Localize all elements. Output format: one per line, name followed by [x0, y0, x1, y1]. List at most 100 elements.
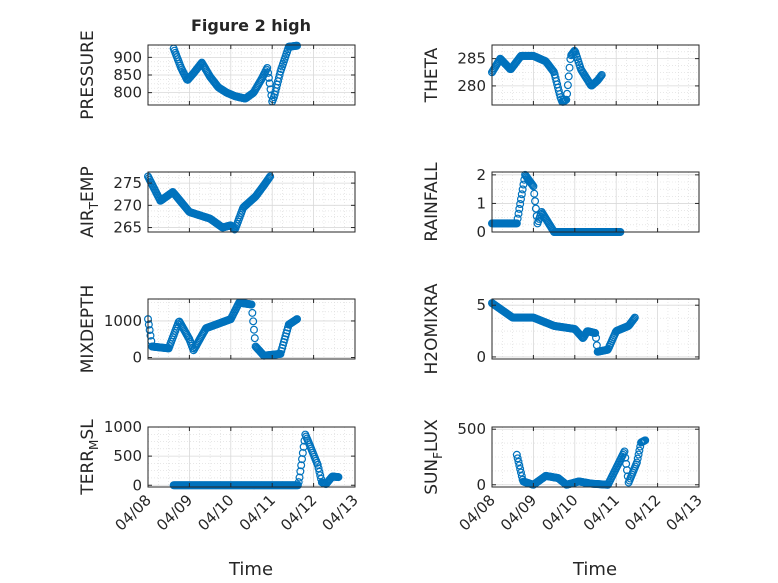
data-point [265, 79, 274, 88]
y-tick-label: 270 [113, 196, 142, 214]
data-point [562, 95, 571, 104]
x-axis-label-left: Time [228, 559, 273, 580]
y-axis-label: SUNFLUX [422, 419, 445, 495]
data-point [629, 315, 638, 324]
data-point [633, 454, 642, 463]
figure-title: Figure 2 high [191, 16, 311, 35]
data-point [513, 214, 522, 223]
data-point [513, 454, 522, 463]
data-point [528, 181, 537, 190]
data-point [266, 85, 275, 94]
data-point [264, 174, 273, 183]
data-point [565, 63, 574, 72]
y-tick-label: 0 [132, 349, 142, 367]
data-point [146, 331, 155, 340]
subplot-mixdepth: 0 1000 MIXDEPTH [78, 285, 356, 374]
data-point [527, 180, 536, 189]
axes-box [147, 426, 356, 488]
axes-box [491, 298, 700, 360]
data-series [169, 41, 302, 106]
data-point [596, 73, 605, 82]
y-axis-label: MIXDEPTH [78, 285, 98, 374]
data-point [531, 197, 540, 206]
y-tick-label: 0 [132, 476, 142, 494]
data-point [641, 436, 650, 445]
data-point [596, 72, 605, 81]
data-point [145, 326, 154, 335]
data-point [529, 182, 538, 191]
y-tick-label: 0 [476, 223, 486, 241]
data-point [597, 70, 606, 79]
y-tick-label: 275 [113, 174, 142, 192]
y-axis-label: H2OMIXRA [422, 283, 442, 374]
y-axis-label: THETA [422, 47, 442, 103]
data-point [515, 204, 524, 213]
data-point [293, 315, 302, 324]
data-point [632, 458, 641, 467]
data-point [591, 329, 600, 338]
data-point [516, 468, 525, 477]
data-point [549, 66, 558, 75]
data-point [250, 334, 259, 343]
y-tick-label: 5 [476, 296, 486, 314]
x-axis-label-right: Time [572, 559, 617, 580]
data-point [266, 172, 275, 181]
subplot-theta: 280 285 THETA [422, 44, 700, 106]
y-tick-label: 500 [457, 420, 486, 438]
data-point [530, 189, 539, 198]
data-point [293, 481, 302, 490]
data-point [515, 461, 524, 470]
data-point [634, 450, 643, 459]
data-point [516, 195, 525, 204]
subplot-h2omixra: 0 5 H2OMIXRA [422, 283, 700, 375]
data-point [517, 190, 526, 199]
data-point [564, 72, 573, 81]
data-point [635, 446, 644, 455]
data-series [144, 298, 302, 360]
axes-box [147, 298, 356, 360]
y-tick-label: 0 [476, 476, 486, 494]
data-point [275, 70, 284, 79]
y-tick-label: 265 [113, 219, 142, 237]
subplot-sun-flux: 050004/0804/0904/1004/1104/1204/13SUNFLU… [422, 419, 706, 535]
y-axis-label: TERRMSL [78, 419, 101, 496]
y-tick-label: 900 [113, 48, 142, 66]
subplot-rainfall: 0 1 2 RAINFALL [422, 162, 700, 242]
y-tick-label: 800 [113, 84, 142, 102]
y-tick-label: 2 [476, 166, 486, 184]
y-axis-label: RAINFALL [422, 162, 442, 242]
y-tick-label: 1000 [104, 418, 142, 436]
subplot-terr-msl: 0500100004/0804/0904/1004/1104/1204/13TE… [78, 418, 362, 534]
data-point [548, 65, 557, 74]
data-series [512, 436, 650, 489]
axes-box [491, 171, 700, 233]
data-point [249, 325, 258, 334]
y-tick-label: 280 [457, 77, 486, 95]
data-point [531, 204, 540, 213]
data-point [334, 473, 343, 482]
y-axis-label: PRESSURE [78, 30, 98, 119]
data-point [247, 300, 256, 309]
y-tick-label: 285 [457, 50, 486, 68]
data-point [630, 313, 639, 322]
data-point [592, 333, 601, 342]
data-point [294, 478, 303, 487]
data-point [249, 317, 258, 326]
axes-box [491, 426, 700, 488]
data-point [264, 68, 273, 77]
axes-box [147, 171, 356, 233]
data-series [488, 46, 606, 106]
data-point [516, 200, 525, 209]
data-point [516, 465, 525, 474]
data-point [563, 89, 572, 98]
data-point [248, 308, 257, 317]
data-point [514, 457, 523, 466]
y-tick-label: 0 [476, 348, 486, 366]
data-point [563, 81, 572, 90]
y-tick-label: 1000 [104, 312, 142, 330]
data-point [629, 314, 638, 323]
data-point [514, 209, 523, 218]
